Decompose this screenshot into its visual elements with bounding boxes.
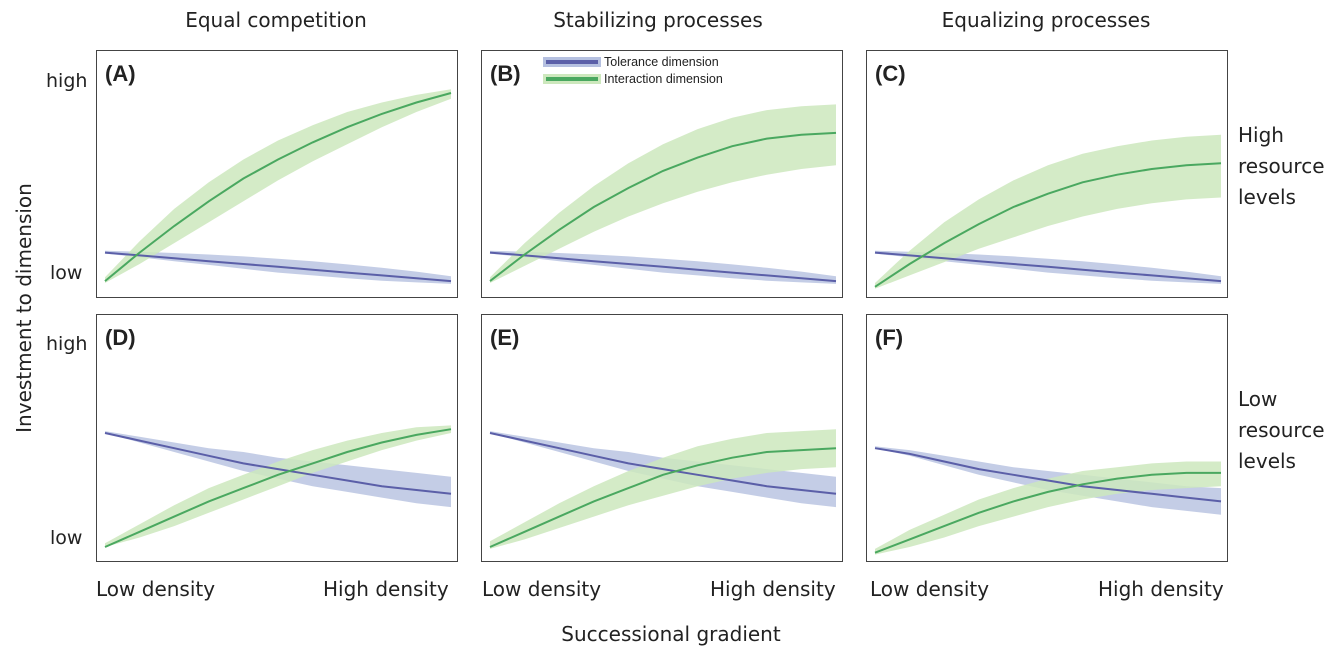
row-label-low-resource: Low resource levels <box>1238 387 1325 473</box>
panel-b-interaction-line <box>489 131 837 282</box>
y-axis-title: Investment to dimension <box>12 183 36 433</box>
panel-d-interaction-line <box>104 428 452 548</box>
panel-a-interaction-line <box>104 92 452 282</box>
panel-f-label: (F) <box>875 325 904 350</box>
legend-label-interaction: Interaction dimension <box>604 71 723 86</box>
panel-e: (E) <box>481 314 843 562</box>
y-tick-high-bottom: high <box>46 333 88 355</box>
panel-f-plot <box>874 446 1222 555</box>
y-tick-low-bottom: low <box>50 527 83 549</box>
x-tick-high-density-a: High density <box>323 577 449 601</box>
panel-b-plot <box>489 104 837 284</box>
legend-item-interaction: Interaction dimension <box>546 70 723 87</box>
row-label-high-resource: High resource levels <box>1238 123 1325 209</box>
panel-e-plot <box>489 429 837 549</box>
panel-c: (C) <box>866 50 1228 298</box>
x-tick-low-density-a: Low density <box>96 577 216 601</box>
panel-b-interaction-band <box>490 104 836 284</box>
x-tick-low-density-b: Low density <box>482 577 602 601</box>
panel-b-tolerance-line <box>489 251 837 283</box>
column-title-equal-competition: Equal competition <box>185 8 367 32</box>
legend-label-tolerance: Tolerance dimension <box>604 54 719 69</box>
panel-e-label: (E) <box>490 325 520 350</box>
panel-f: (F) <box>866 314 1228 562</box>
panel-d: (D) <box>96 314 458 562</box>
y-tick-low-top: low <box>50 262 83 284</box>
panel-a-plot <box>104 89 452 284</box>
panel-c-plot <box>874 134 1222 289</box>
panel-b: (B) Tolerance dimension Interaction dime… <box>481 50 843 298</box>
panel-c-interaction-band <box>875 134 1221 289</box>
y-tick-high-top: high <box>46 70 88 92</box>
panel-e-interaction-band <box>490 429 836 549</box>
panel-a: (A) <box>96 50 458 298</box>
panel-d-label: (D) <box>105 325 136 350</box>
legend-item-tolerance: Tolerance dimension <box>546 53 723 70</box>
x-tick-low-density-c: Low density <box>870 577 990 601</box>
panel-a-interaction-band <box>105 89 451 283</box>
panel-c-tolerance-line <box>874 251 1222 283</box>
panel-b-label: (B) <box>490 61 521 86</box>
panel-f-interaction-line <box>874 471 1221 554</box>
panel-d-tolerance-line <box>104 432 452 495</box>
legend-swatch-tolerance <box>546 59 598 64</box>
column-title-equalizing-processes: Equalizing processes <box>941 8 1151 32</box>
x-tick-high-density-b: High density <box>710 577 836 601</box>
panel-a-label: (A) <box>105 61 136 86</box>
x-axis-title: Successional gradient <box>561 622 781 646</box>
panel-e-tolerance-line <box>489 432 837 495</box>
legend-swatch-interaction <box>546 76 598 81</box>
panel-a-tolerance-line <box>104 251 452 283</box>
panel-d-plot <box>104 425 452 548</box>
panel-c-interaction-line <box>874 162 1222 288</box>
legend: Tolerance dimension Interaction dimensio… <box>546 53 723 87</box>
panel-f-tolerance-line <box>874 447 1222 503</box>
panel-c-label: (C) <box>875 61 906 86</box>
panel-f-interaction-band <box>875 461 1221 555</box>
panel-e-interaction-line <box>489 447 837 548</box>
column-title-stabilizing-processes: Stabilizing processes <box>553 8 763 32</box>
x-tick-high-density-c: High density <box>1098 577 1224 601</box>
